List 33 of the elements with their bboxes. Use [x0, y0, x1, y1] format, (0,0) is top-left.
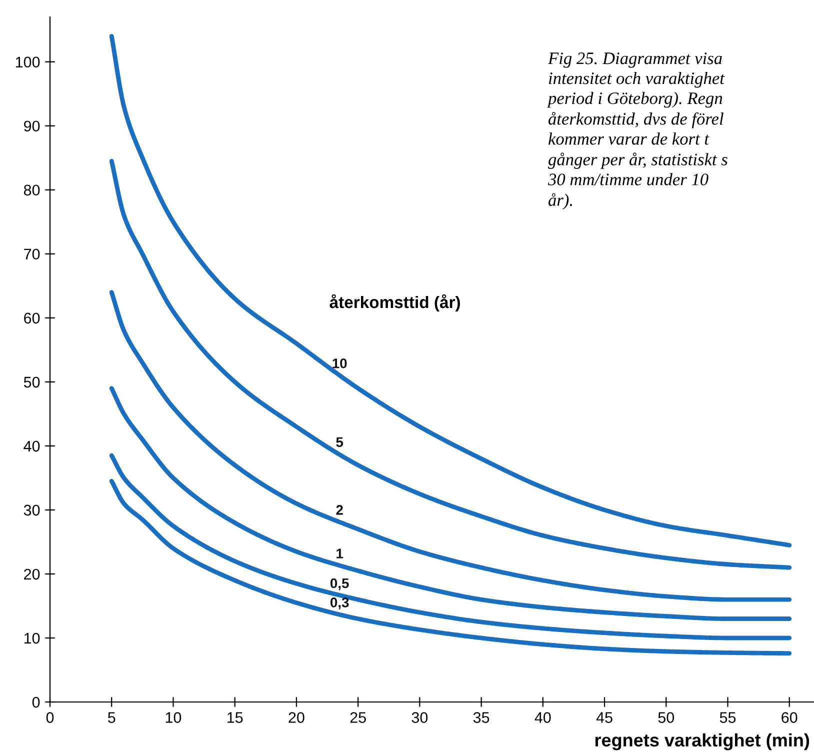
series-label: 0,3: [330, 598, 349, 610]
x-tick-label: 5: [108, 712, 116, 723]
x-tick-label: 55: [720, 712, 736, 723]
x-tick-label: 40: [534, 712, 551, 723]
x-tick-label: 15: [228, 712, 243, 723]
y-tick-label: 30: [24, 504, 40, 516]
x-tick-label: 20: [288, 712, 304, 723]
x-tick-label: 10: [166, 712, 182, 723]
y-tick-label: 40: [24, 440, 40, 452]
y-tick-label: 20: [24, 568, 40, 580]
x-tick-label: 35: [473, 712, 490, 723]
y-tick-label: 100: [16, 56, 40, 68]
series-label: 2: [336, 505, 343, 515]
legend-title: återkomsttid (år): [330, 294, 460, 312]
x-axis-title: regnets varaktighet (min): [595, 733, 810, 750]
y-tick-label: 10: [24, 632, 40, 644]
series-label: 0,5: [330, 578, 349, 590]
series-label: 1: [336, 548, 344, 558]
x-tick-label: 0: [46, 712, 54, 723]
y-tick-label: 80: [24, 184, 40, 196]
x-tick-label: 30: [412, 712, 428, 723]
y-tick-label: 60: [24, 312, 40, 324]
y-tick-label: 0: [32, 696, 40, 708]
y-tick-label: 90: [24, 120, 40, 132]
annotation: Fig 25. Diagrammet visa intensitet och varaktighet period i Göteborg). Regn återkomsttid, dvs de förel kommer varar de kort t gånger per år, statistiskt s 30 mm/timme under 10 år).: [546, 52, 728, 210]
y-tick-label: 70: [24, 248, 40, 260]
x-tick-label: 45: [596, 712, 612, 723]
x-tick-label: 60: [782, 712, 798, 723]
x-tick-label: 25: [350, 712, 366, 723]
x-tick-label: 50: [658, 712, 674, 723]
y-tick-label: 50: [24, 376, 40, 388]
series-label: 10: [332, 358, 347, 368]
series-label: 5: [336, 437, 344, 448]
